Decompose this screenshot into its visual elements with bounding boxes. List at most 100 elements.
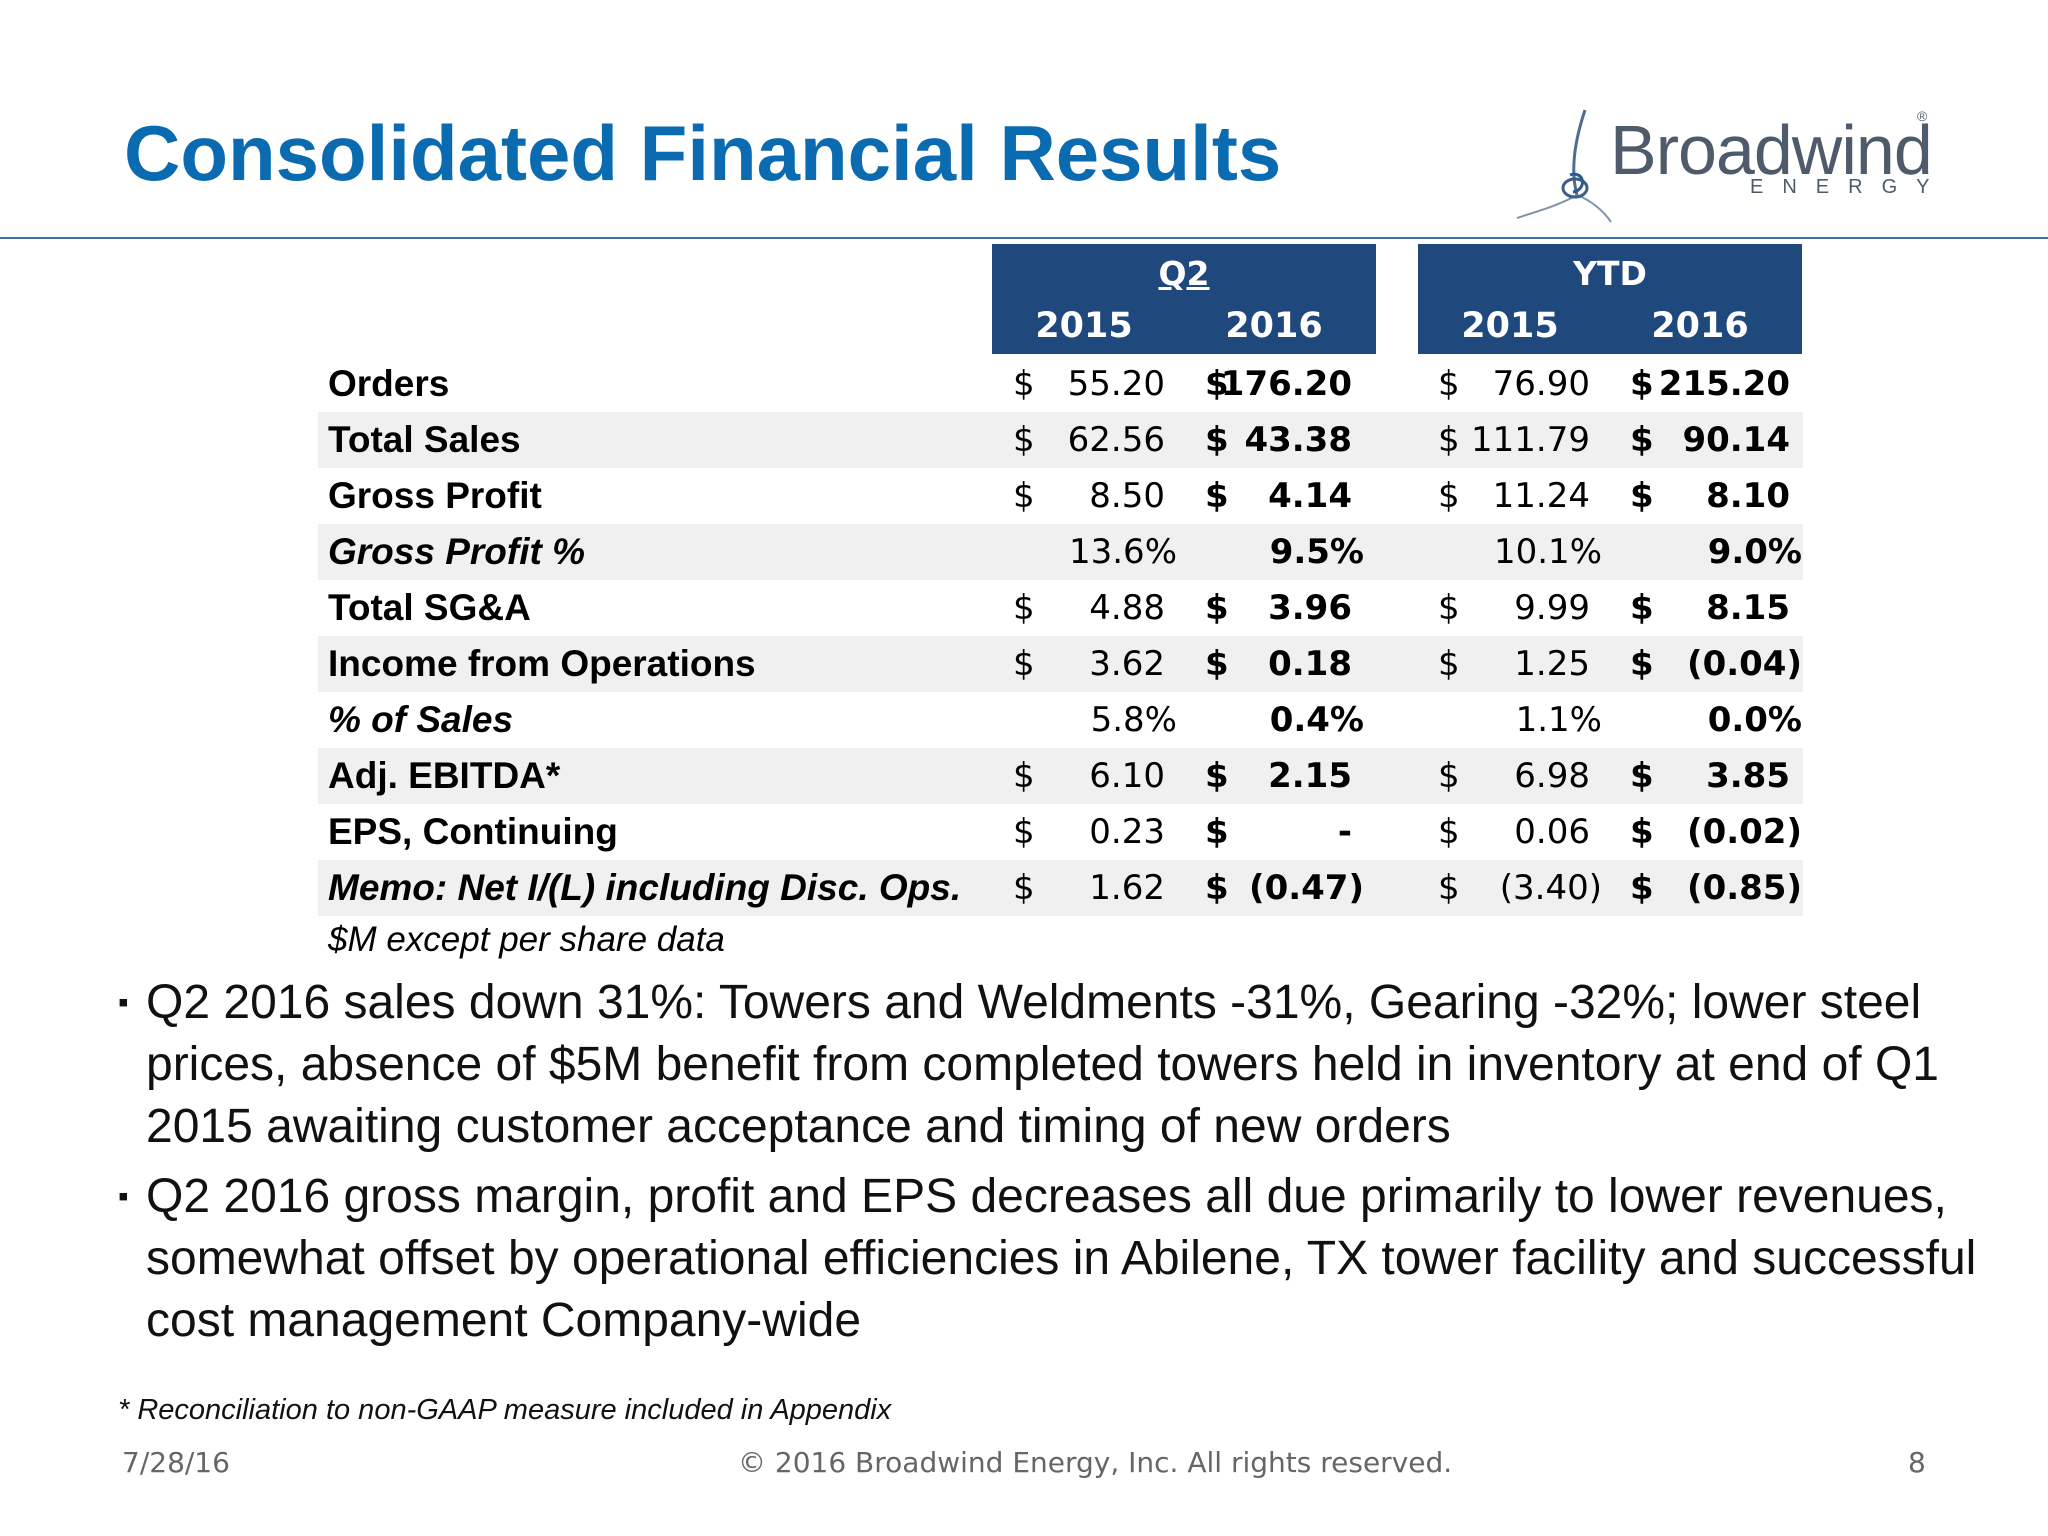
- value-cell: (0.04): [1687, 644, 1802, 684]
- currency-symbol: $: [1630, 588, 1654, 628]
- row-label: Total Sales: [328, 419, 521, 460]
- value-cell: (0.47): [1249, 868, 1364, 908]
- q2-header: Q2 2015 2016: [992, 244, 1376, 354]
- value-cell: 76.90: [1492, 364, 1590, 404]
- currency-symbol: $: [1630, 868, 1654, 908]
- value-cell: 8.50: [1089, 476, 1165, 516]
- value-cell: 0.18: [1268, 644, 1352, 684]
- value-cell: 55.20: [1067, 364, 1165, 404]
- currency-symbol: $: [1205, 364, 1229, 404]
- value-cell: 62.56: [1067, 420, 1165, 460]
- bullet-marker: ▪: [118, 1180, 129, 1213]
- value-cell: (0.02): [1687, 812, 1802, 852]
- currency-symbol: $: [1013, 812, 1035, 852]
- currency-symbol: $: [1438, 756, 1460, 796]
- footnote: * Reconciliation to non-GAAP measure inc…: [118, 1394, 892, 1426]
- currency-symbol: $: [1438, 588, 1460, 628]
- currency-symbol: $: [1205, 812, 1229, 852]
- value-cell: (0.85): [1687, 868, 1802, 908]
- currency-symbol: $: [1013, 756, 1035, 796]
- currency-symbol: $: [1630, 644, 1654, 684]
- currency-symbol: $: [1013, 420, 1035, 460]
- ytd-year-2015: 2015: [1461, 306, 1559, 346]
- row-label: Total SG&A: [328, 587, 531, 628]
- currency-symbol: $: [1205, 644, 1229, 684]
- currency-symbol: $: [1013, 476, 1035, 516]
- row-label: Orders: [328, 363, 450, 404]
- row-label: Adj. EBITDA*: [328, 755, 561, 796]
- footer-date: 7/28/16: [122, 1446, 230, 1479]
- row-shading: [318, 524, 1803, 580]
- wind-swirl-icon: [1516, 109, 1612, 223]
- value-cell: 1.1%: [1515, 700, 1602, 740]
- currency-symbol: $: [1630, 364, 1654, 404]
- bullet-item: ▪ Q2 2016 gross margin, profit and EPS d…: [118, 1166, 2018, 1352]
- value-cell: 3.85: [1706, 756, 1790, 796]
- value-cell: -: [1337, 812, 1352, 852]
- currency-symbol: $: [1205, 868, 1229, 908]
- bullet-item: ▪ Q2 2016 sales down 31%: Towers and Wel…: [118, 972, 2018, 1158]
- ytd-header: YTD 2015 2016: [1418, 244, 1802, 354]
- value-cell: 3.62: [1089, 644, 1165, 684]
- value-cell: 4.14: [1268, 476, 1352, 516]
- value-cell: 1.62: [1089, 868, 1165, 908]
- value-cell: 0.23: [1089, 812, 1165, 852]
- bullet-text: Q2 2016 gross margin, profit and EPS dec…: [146, 1170, 1977, 1347]
- logo-wordmark: Broadwind: [1610, 111, 1933, 189]
- value-cell: 10.1%: [1493, 532, 1602, 572]
- currency-symbol: $: [1438, 644, 1460, 684]
- currency-symbol: $: [1630, 476, 1654, 516]
- value-cell: 2.15: [1268, 756, 1352, 796]
- unit-note: $M except per share data: [328, 920, 725, 959]
- row-label: Gross Profit %: [328, 531, 585, 572]
- row-shading: [318, 860, 1803, 916]
- bullet-marker: ▪: [118, 986, 129, 1019]
- title-divider: [0, 237, 2048, 239]
- value-cell: 176.20: [1220, 364, 1352, 404]
- q2-year-2015: 2015: [1035, 306, 1133, 346]
- footer-copyright: © 2016 Broadwind Energy, Inc. All rights…: [738, 1446, 1453, 1479]
- q2-label: Q2: [1158, 254, 1210, 293]
- currency-symbol: $: [1013, 588, 1035, 628]
- value-cell: 0.0%: [1707, 700, 1802, 740]
- row-label: EPS, Continuing: [328, 811, 618, 852]
- currency-symbol: $: [1438, 476, 1460, 516]
- row-shading: [318, 412, 1803, 468]
- ytd-year-2016: 2016: [1651, 306, 1749, 346]
- value-cell: 5.8%: [1090, 700, 1177, 740]
- value-cell: 0.4%: [1269, 700, 1364, 740]
- row-shading: [318, 636, 1803, 692]
- bullet-text: Q2 2016 sales down 31%: Towers and Weldm…: [146, 976, 1939, 1153]
- page-title: Consolidated Financial Results: [124, 109, 1282, 197]
- value-cell: 6.10: [1089, 756, 1165, 796]
- bullet-list: ▪ Q2 2016 sales down 31%: Towers and Wel…: [118, 972, 2018, 1360]
- value-cell: 111.79: [1471, 420, 1590, 460]
- value-cell: 215.20: [1658, 364, 1790, 404]
- value-cell: 6.98: [1514, 756, 1590, 796]
- page-number: 8: [1908, 1446, 1926, 1479]
- currency-symbol: $: [1013, 868, 1035, 908]
- currency-symbol: $: [1630, 756, 1654, 796]
- q2-year-2016: 2016: [1225, 306, 1323, 346]
- row-label: Memo: Net I/(L) including Disc. Ops.: [328, 867, 962, 908]
- currency-symbol: $: [1438, 812, 1460, 852]
- currency-symbol: $: [1013, 364, 1035, 404]
- value-cell: 43.38: [1244, 420, 1352, 460]
- value-cell: 90.14: [1682, 420, 1790, 460]
- currency-symbol: $: [1205, 588, 1229, 628]
- currency-symbol: $: [1205, 420, 1229, 460]
- value-cell: (3.40): [1499, 868, 1602, 908]
- currency-symbol: $: [1438, 364, 1460, 404]
- value-cell: 9.99: [1514, 588, 1590, 628]
- value-cell: 9.0%: [1707, 532, 1802, 572]
- currency-symbol: $: [1630, 420, 1654, 460]
- row-label: Income from Operations: [328, 643, 756, 684]
- logo-subtitle: ENERGY: [1750, 176, 1949, 198]
- value-cell: 9.5%: [1269, 532, 1364, 572]
- value-cell: 13.6%: [1068, 532, 1177, 572]
- value-cell: 1.25: [1514, 644, 1590, 684]
- currency-symbol: $: [1205, 756, 1229, 796]
- value-cell: 0.06: [1514, 812, 1590, 852]
- row-label: Gross Profit: [328, 475, 542, 516]
- company-logo: Broadwind ® ENERGY: [1515, 100, 1935, 225]
